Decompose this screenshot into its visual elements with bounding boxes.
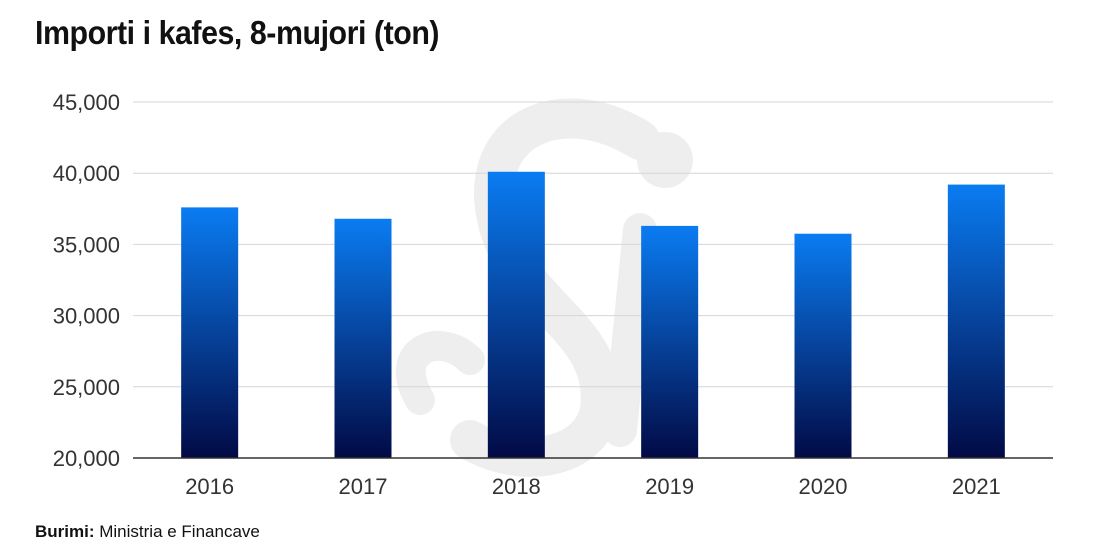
bars <box>181 171 1005 459</box>
bar-2016 <box>181 207 239 458</box>
x-tick-label: 2021 <box>952 474 1001 499</box>
x-tick-label: 2020 <box>799 474 848 499</box>
y-axis-ticks: 20,000 25,000 30,000 35,000 40,000 45,000 <box>53 90 120 471</box>
y-tick-label: 35,000 <box>53 232 120 257</box>
x-tick-label: 2016 <box>185 474 234 499</box>
bar-2019 <box>641 225 699 458</box>
x-axis-ticks: 2016 2017 2018 2019 2020 2021 <box>185 474 1001 499</box>
y-tick-label: 45,000 <box>53 90 120 115</box>
source-note: Burimi: Ministria e Financave <box>35 522 260 542</box>
x-tick-label: 2017 <box>339 474 388 499</box>
bar-2017 <box>334 218 392 458</box>
bar-2020 <box>794 233 852 458</box>
source-label: Burimi: <box>35 522 95 541</box>
bar-2018 <box>487 171 545 458</box>
y-tick-label: 40,000 <box>53 161 120 186</box>
y-tick-label: 20,000 <box>53 446 120 471</box>
x-tick-label: 2019 <box>645 474 694 499</box>
source-text: Ministria e Financave <box>99 522 260 541</box>
si-logo-watermark-icon <box>395 98 693 477</box>
y-tick-label: 30,000 <box>53 304 120 329</box>
chart-title: Importi i kafes, 8-mujori (ton) <box>35 14 440 51</box>
y-tick-label: 25,000 <box>53 375 120 400</box>
x-tick-label: 2018 <box>492 474 541 499</box>
bar-chart: 20,000 25,000 30,000 35,000 40,000 45,000 201… <box>53 90 1053 499</box>
bar-2021 <box>947 184 1005 459</box>
gridlines <box>133 101 1053 388</box>
